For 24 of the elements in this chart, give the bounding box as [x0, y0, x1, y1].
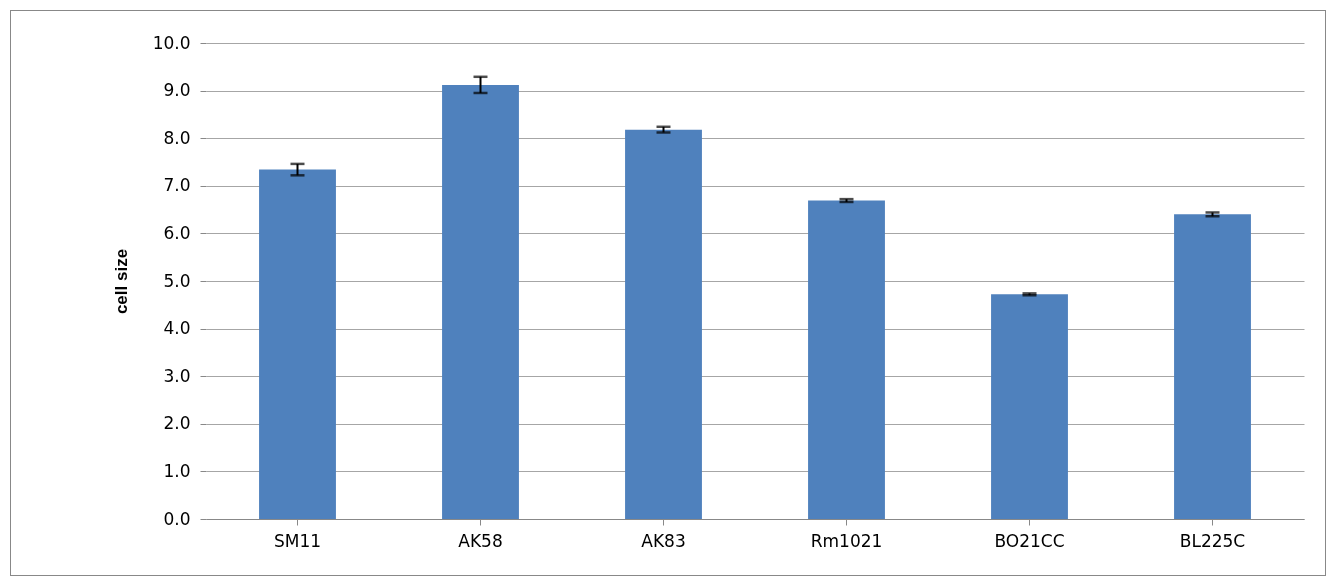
y-tick-label: 5.0: [163, 270, 191, 291]
bar: [259, 169, 336, 519]
bar: [1174, 214, 1251, 519]
x-tick-label: Rm1021: [810, 530, 883, 551]
y-axis-title: cell size: [111, 248, 131, 315]
y-tick-label: 8.0: [163, 127, 191, 148]
x-tick-label: AK58: [458, 530, 503, 551]
y-tick-label: 1.0: [163, 460, 191, 481]
y-tick-label: 4.0: [163, 318, 191, 339]
bar: [625, 129, 702, 519]
y-tick-label: 0.0: [163, 508, 191, 529]
x-tick-label: AK83: [641, 530, 686, 551]
bar: [991, 294, 1068, 519]
y-tick-label: 7.0: [163, 175, 191, 196]
y-tick-label: 9.0: [163, 80, 191, 101]
y-tick-label: 6.0: [163, 222, 191, 243]
bar: [442, 84, 519, 519]
y-tick-label: 10.0: [152, 32, 191, 53]
x-tick-label: BO21CC: [994, 530, 1065, 551]
x-tick-label: BL225C: [1179, 530, 1246, 551]
bar: [808, 200, 885, 519]
x-tick-label: SM11: [273, 530, 322, 551]
y-tick-label: 2.0: [163, 413, 191, 434]
y-tick-label: 3.0: [163, 365, 191, 386]
